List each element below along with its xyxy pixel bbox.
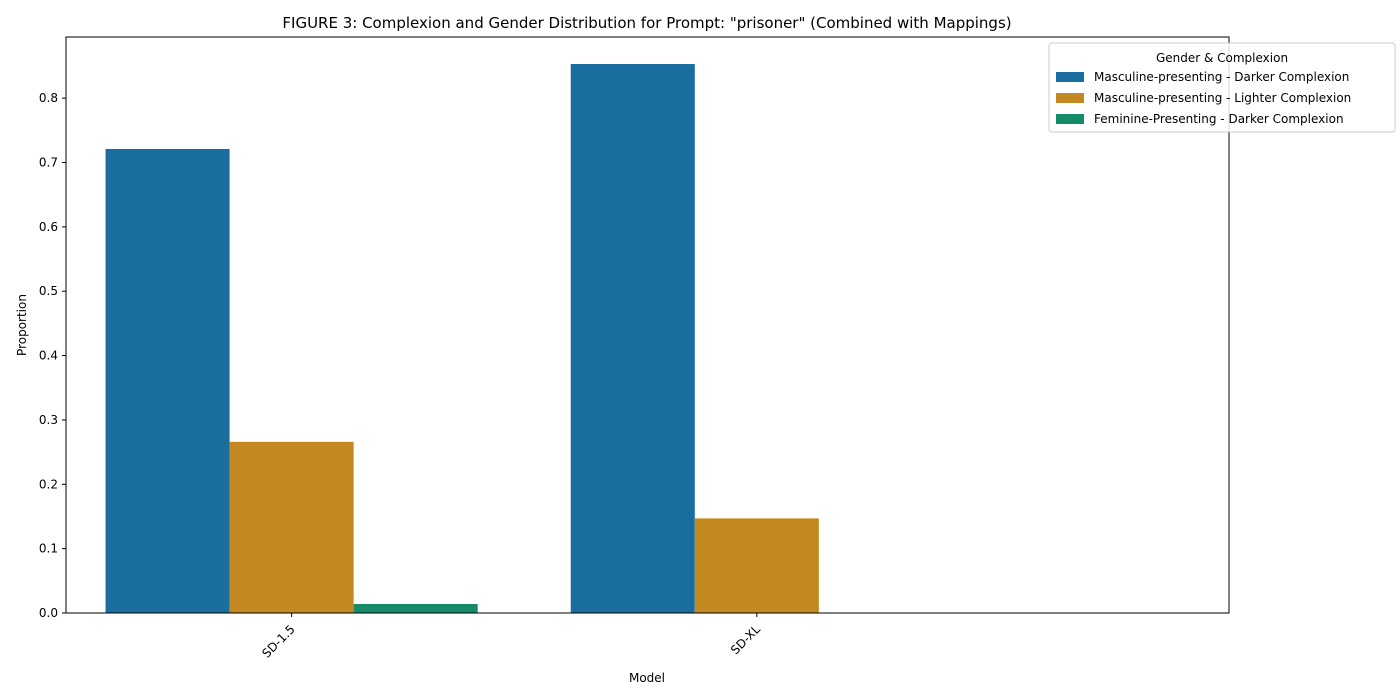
y-tick-label: 0.4 <box>39 349 58 363</box>
y-tick-label: 0.7 <box>39 155 58 169</box>
plot-frame <box>65 36 1230 614</box>
legend-swatch <box>1056 114 1084 124</box>
y-tick-label: 0.6 <box>39 220 58 234</box>
y-tick-label: 0.8 <box>39 91 58 105</box>
legend-swatch <box>1056 93 1084 103</box>
y-axis: 0.0 0.1 0.2 0.3 0.4 0.5 0.6 0.7 0.8 <box>39 91 66 620</box>
bar-3-sd-1-5 <box>353 603 478 613</box>
x-axis: SD-1.5 SD-XL <box>259 613 763 661</box>
legend-swatch <box>1056 72 1084 82</box>
legend-label: Feminine-Presenting - Darker Complexion <box>1094 112 1344 126</box>
bar-1-sd-1-5 <box>105 148 230 614</box>
bars-group <box>105 64 819 614</box>
legend-label: Masculine-presenting - Darker Complexion <box>1094 70 1349 84</box>
y-tick-label: 0.5 <box>39 284 58 298</box>
bar-1-sd-xl <box>570 64 695 613</box>
x-tick-label: SD-1.5 <box>259 622 297 660</box>
legend-items: Masculine-presenting - Darker Complexion… <box>1056 70 1351 126</box>
legend-frame <box>1048 42 1396 133</box>
legend-title: Gender & Complexion <box>1156 51 1288 65</box>
y-tick-label: 0.3 <box>39 413 58 427</box>
y-tick-label: 0.0 <box>39 606 58 620</box>
chart-title: FIGURE 3: Complexion and Gender Distribu… <box>282 14 1011 32</box>
x-axis-label: Model <box>629 671 665 685</box>
y-tick-label: 0.1 <box>39 542 58 556</box>
bar-2-sd-1-5 <box>229 441 354 613</box>
x-tick-label: SD-XL <box>728 622 763 657</box>
y-tick-label: 0.2 <box>39 477 58 491</box>
legend-label: Masculine-presenting - Lighter Complexio… <box>1094 91 1351 105</box>
bar-2-sd-xl <box>694 518 819 613</box>
legend: Gender & Complexion Masculine-presenting… <box>1048 42 1396 133</box>
y-axis-label: Proportion <box>15 294 29 356</box>
